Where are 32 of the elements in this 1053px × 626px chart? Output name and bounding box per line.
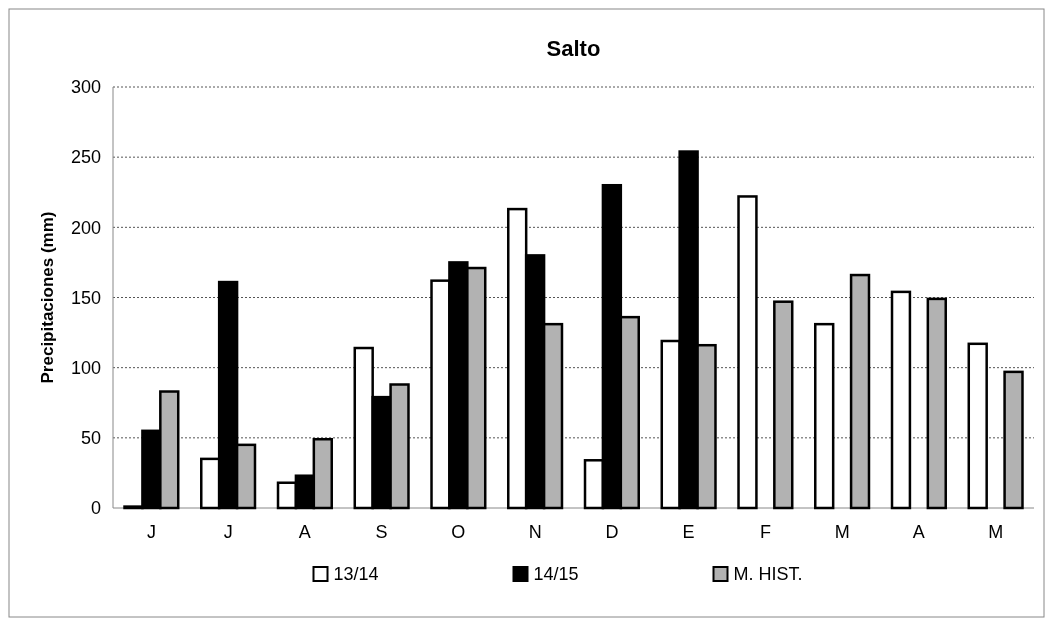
legend-label: 14/15 — [533, 564, 579, 584]
y-tick-label: 0 — [90, 498, 101, 519]
bar — [737, 195, 758, 510]
x-tick-label: M — [988, 522, 1004, 542]
y-axis-title: Precipitaciones (mm) — [38, 211, 57, 384]
bar — [814, 322, 835, 510]
x-tick-label: F — [759, 522, 771, 542]
chart-title: Salto — [546, 36, 601, 61]
x-tick-label: S — [375, 522, 388, 542]
y-tick-label: 250 — [70, 147, 101, 168]
legend-label: M. HIST. — [733, 564, 803, 584]
bar — [773, 300, 794, 510]
y-tick-label: 100 — [70, 357, 101, 378]
y-tick-label: 150 — [70, 287, 101, 308]
x-tick-label: D — [605, 522, 619, 542]
bar — [1003, 370, 1024, 510]
y-tick-label: 200 — [70, 217, 101, 238]
x-tick-label: N — [528, 522, 542, 542]
x-tick-label: A — [912, 522, 925, 542]
x-tick-label: E — [682, 522, 695, 542]
x-tick-label: O — [451, 522, 466, 542]
x-tick-label: J — [146, 522, 156, 542]
bar — [890, 290, 912, 510]
y-tick-label: 50 — [80, 428, 101, 449]
bar — [849, 273, 871, 510]
x-tick-label: M — [834, 522, 850, 542]
y-tick-label: 300 — [70, 77, 101, 98]
x-tick-label: A — [298, 522, 311, 542]
bar — [926, 297, 947, 510]
bar — [967, 342, 988, 510]
x-tick-label: J — [223, 522, 233, 542]
legend-label: 13/14 — [333, 564, 379, 584]
